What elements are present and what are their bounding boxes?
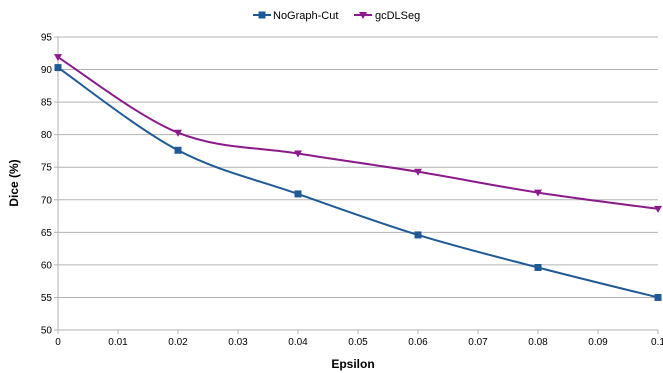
x-tick-label-7: 0.07 <box>468 337 488 348</box>
point-0-2 <box>294 190 302 198</box>
legend-item-0: NoGraph-Cut <box>253 10 338 22</box>
series-markers <box>54 54 662 301</box>
x-tick-label-4: 0.04 <box>288 337 308 348</box>
y-axis-title: Dice (%) <box>7 159 21 206</box>
point-1-3 <box>414 168 422 176</box>
point-0-4 <box>534 263 542 271</box>
point-1-1 <box>174 129 182 137</box>
series-line-0 <box>57 66 659 299</box>
series-line-1 <box>57 56 659 210</box>
x-tick-labels: 0 0.01 0.02 0.03 0.04 0.05 0.06 0.07 0.08 0.09 0.1 <box>55 337 663 348</box>
point-0-3 <box>414 231 422 239</box>
y-tick-label-6: 80 <box>41 130 53 141</box>
x-tick-label-1: 0.01 <box>108 337 128 348</box>
y-tick-label-0: 50 <box>41 326 53 337</box>
x-tick-label-3: 0.03 <box>228 337 248 348</box>
point-1-5 <box>654 205 662 213</box>
x-tick-label-6: 0.06 <box>408 337 428 348</box>
legend-marker-0 <box>258 11 266 19</box>
x-tick-label-0: 0 <box>55 337 61 348</box>
y-tick-label-8: 90 <box>41 65 53 76</box>
legend-marker-1 <box>359 12 367 19</box>
legend: NoGraph-Cut gcDLSeg <box>253 10 420 22</box>
legend-label-1: gcDLSeg <box>375 10 420 22</box>
x-tick-label-9: 0.09 <box>588 337 608 348</box>
point-0-1 <box>174 146 182 154</box>
y-tick-label-4: 70 <box>41 195 53 206</box>
x-tick-label-8: 0.08 <box>528 337 548 348</box>
x-axis-title: Epsilon <box>331 357 374 371</box>
y-tick-label-7: 85 <box>41 98 53 109</box>
x-tick-label-2: 0.02 <box>168 337 188 348</box>
y-tick-label-9: 95 <box>41 33 53 44</box>
y-tick-label-2: 60 <box>41 260 53 271</box>
point-0-0 <box>54 64 62 72</box>
y-tick-label-5: 75 <box>41 163 53 174</box>
y-tick-labels: 50 55 60 65 70 75 80 85 90 95 <box>41 33 53 337</box>
axes <box>57 37 658 331</box>
legend-item-1: gcDLSeg <box>354 10 420 22</box>
point-1-0 <box>54 54 62 62</box>
x-tick-label-5: 0.05 <box>348 337 368 348</box>
gridlines <box>54 36 659 334</box>
point-1-2 <box>294 150 302 158</box>
y-tick-label-3: 65 <box>41 228 53 239</box>
legend-label-0: NoGraph-Cut <box>273 10 338 22</box>
series-lines <box>57 56 659 299</box>
point-0-5 <box>654 293 662 301</box>
y-tick-label-1: 55 <box>41 293 53 304</box>
x-tick-label-10: 0.1 <box>651 337 663 348</box>
point-1-4 <box>534 189 542 197</box>
